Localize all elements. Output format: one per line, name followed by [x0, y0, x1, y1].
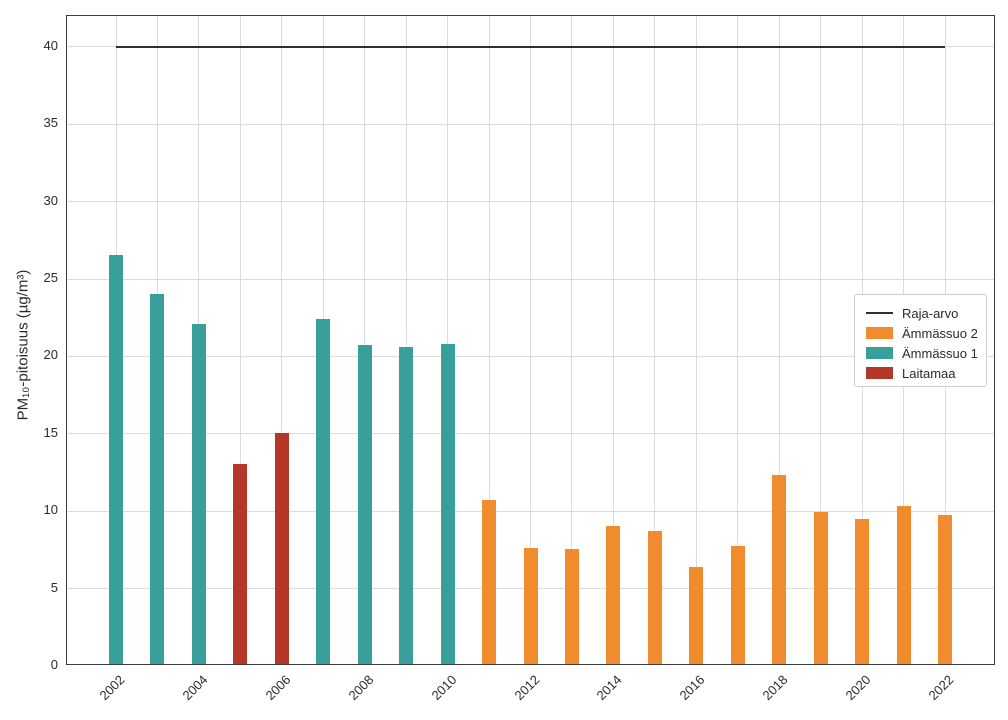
bar-2019-mm-ssuo-2: [813, 512, 828, 664]
bar-2022-mm-ssuo-2: [938, 515, 952, 664]
legend-color-swatch: [866, 327, 893, 339]
legend-label: Laitamaa: [902, 365, 956, 381]
x-tick-label-text: 2020: [842, 672, 874, 704]
bar-2013-mm-ssuo-2: [564, 549, 579, 664]
bar-2011-mm-ssuo-2: [482, 499, 497, 664]
bar-2004-mm-ssuo-1: [191, 323, 206, 664]
gridline-vertical: [447, 16, 449, 664]
bar-2006-laitamaa: [274, 433, 289, 664]
legend-label: Raja-arvo: [902, 305, 959, 321]
y-tick-label: 30: [43, 192, 58, 208]
legend-label: Ämmässuo 1: [902, 345, 978, 361]
bar-2015-mm-ssuo-2: [647, 530, 662, 664]
y-tick-label: 40: [43, 37, 58, 53]
x-tick-label-text: 2016: [676, 672, 708, 704]
x-tick-label-text: 2010: [428, 672, 460, 704]
y-tick-label: 0: [50, 657, 58, 672]
bar-2012-mm-ssuo-2: [523, 547, 538, 664]
x-tick-label-text: 2008: [345, 672, 377, 704]
x-tick-label-text: 2014: [593, 672, 625, 704]
x-tick-label-text: 2006: [262, 672, 294, 704]
x-tick-label-text: 2012: [511, 672, 543, 704]
bar-2014-mm-ssuo-2: [606, 526, 621, 664]
bar-2009-mm-ssuo-1: [399, 346, 414, 664]
x-tick-label-text: 2002: [96, 672, 128, 704]
y-tick-label: 20: [43, 347, 58, 363]
y-tick-label: 35: [43, 115, 58, 131]
gridline-vertical: [281, 16, 283, 664]
legend-item-raja-arvo: Raja-arvo: [866, 303, 986, 323]
gridline-vertical: [364, 16, 366, 664]
y-tick-label: 5: [50, 579, 58, 595]
gridline-vertical: [405, 16, 407, 664]
gridline-vertical: [737, 16, 739, 664]
legend-color-swatch: [866, 347, 893, 359]
gridline-vertical: [488, 16, 490, 664]
gridline-vertical: [778, 16, 780, 664]
bar-2005-laitamaa: [233, 464, 248, 664]
x-tick-label-text: 2022: [925, 672, 957, 704]
legend-line-swatch: [866, 311, 893, 315]
bar-2017-mm-ssuo-2: [730, 546, 745, 664]
plot-area: [66, 15, 995, 665]
gridline-vertical: [239, 16, 241, 664]
legend-item-mm-ssuo-1: Ämmässuo 1: [866, 343, 986, 363]
gridline-vertical: [571, 16, 573, 664]
gridline-vertical: [530, 16, 531, 664]
bar-2010-mm-ssuo-1: [440, 343, 455, 664]
y-tick-label: 25: [43, 270, 58, 286]
gridline-vertical: [654, 16, 656, 664]
legend: Raja-arvo Ämmässuo 2 Ämmässuo 1 Laitamaa: [854, 294, 987, 387]
bar-2007-mm-ssuo-1: [316, 318, 331, 664]
bar-2018-mm-ssuo-2: [772, 475, 787, 664]
y-tick-label: 10: [43, 502, 58, 518]
bar-2003-mm-ssuo-1: [150, 294, 165, 664]
gridline-vertical: [612, 16, 614, 664]
gridline-vertical: [820, 16, 822, 664]
legend-color-swatch: [866, 367, 893, 379]
legend-item-mm-ssuo-2: Ämmässuo 2: [866, 323, 986, 343]
gridline-vertical: [695, 16, 697, 664]
legend-item-laitamaa: Laitamaa: [866, 363, 986, 383]
bar-2020-mm-ssuo-2: [855, 518, 870, 664]
x-tick-label-text: 2018: [759, 672, 791, 704]
bar-2021-mm-ssuo-2: [896, 506, 911, 664]
legend-label: Ämmässuo 2: [902, 325, 978, 341]
limit-line-raja-arvo: [116, 45, 945, 49]
bar-2016-mm-ssuo-2: [689, 566, 704, 664]
y-axis-title: PM₁₀-pitoisuus (µg/m³): [14, 269, 32, 421]
y-tick-label: 15: [43, 424, 58, 440]
x-tick-label-text: 2004: [179, 672, 211, 704]
bar-2002-mm-ssuo-1: [109, 255, 123, 664]
bar-2008-mm-ssuo-1: [357, 345, 372, 664]
